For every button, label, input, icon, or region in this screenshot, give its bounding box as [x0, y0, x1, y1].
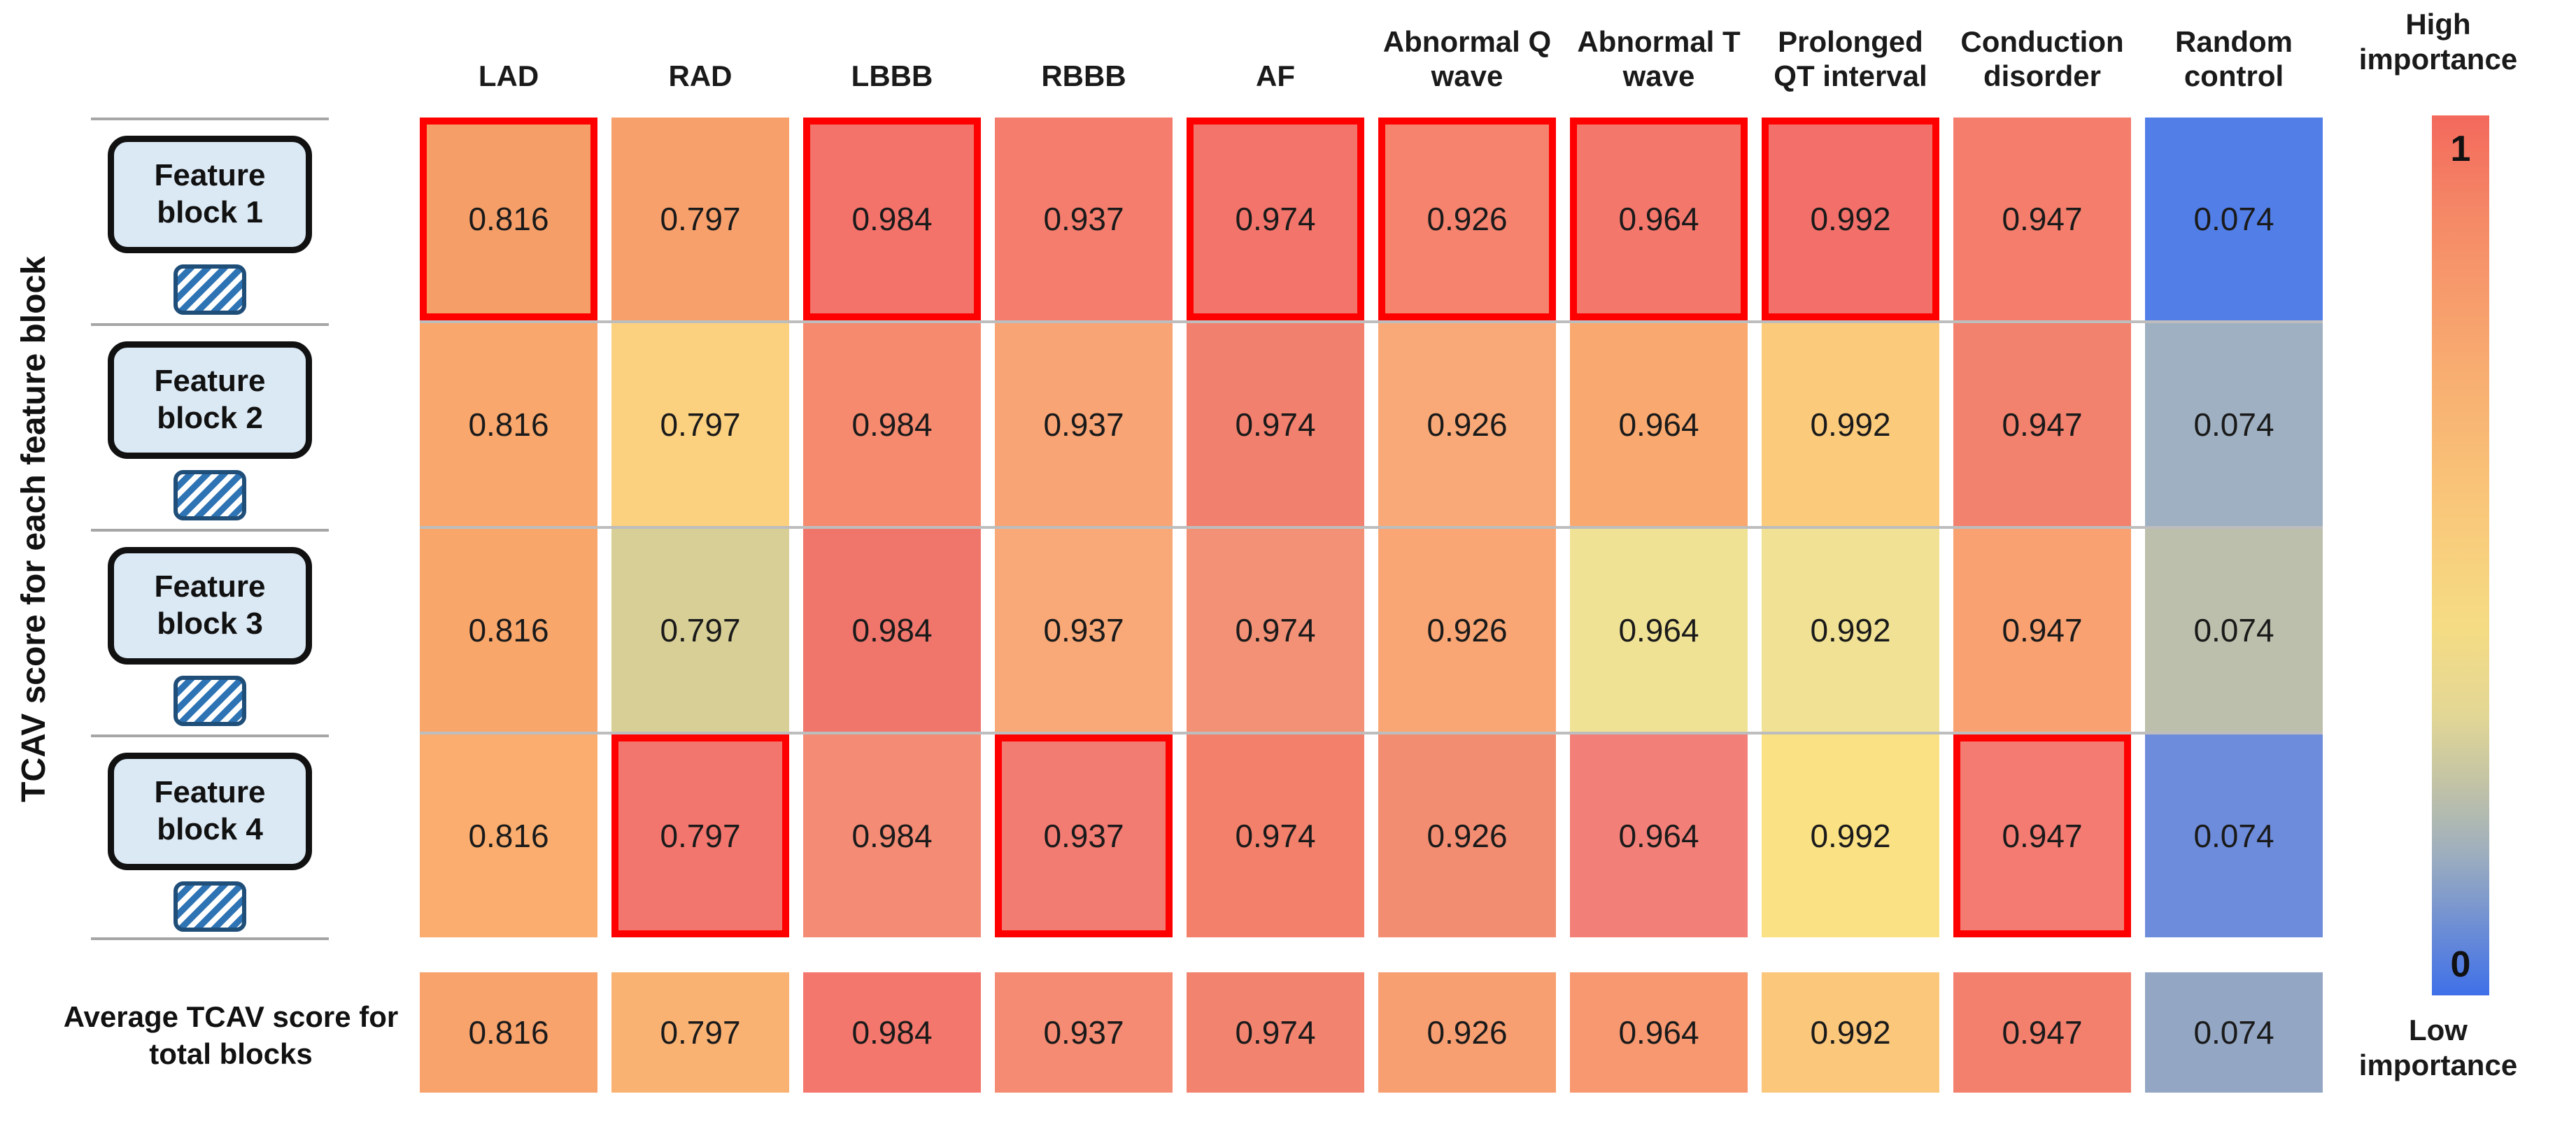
heatmap-cell: 0.964: [1570, 323, 1748, 526]
feature-block-text: Feature block 1: [154, 158, 266, 229]
heatmap-cell: 0.926: [1378, 529, 1556, 732]
heatmap-cell: 0.816: [420, 529, 597, 732]
feature-block-text: Feature block 4: [154, 775, 266, 846]
heatmap-cell: 0.984: [803, 529, 981, 732]
column-header: Abnormal Q wave: [1382, 24, 1552, 93]
average-row-cell: 0.974: [1187, 972, 1364, 1093]
heatmap-cell: 0.992: [1762, 118, 1939, 320]
heatmap-cell: 0.926: [1378, 734, 1556, 937]
average-row-cell: 0.964: [1570, 972, 1748, 1093]
average-row: 0.816 0.797 0.984 0.937 0.974 0.926 0.964 0.992…: [420, 972, 2323, 1093]
row-label-separator: [91, 937, 329, 940]
heatmap-cell: 0.074: [2145, 529, 2323, 732]
feature-block-label: Feature block 3: [91, 529, 329, 732]
heatmap-row: 0.816 0.797 0.984 0.937 0.974 0.926 0.964 0.992…: [420, 734, 2323, 937]
hatch-pattern-icon: [174, 470, 246, 520]
average-row-cell: 0.816: [420, 972, 597, 1093]
heatmap-cell: 0.797: [611, 323, 789, 526]
column-header: RBBB: [1041, 59, 1126, 93]
feature-block-label: Feature block 2: [91, 323, 329, 526]
heatmap-cell: 0.984: [803, 734, 981, 937]
heatmap-cell: 0.947: [1953, 529, 2131, 732]
grid-row-separator: [420, 526, 2323, 529]
heatmap-cell: 0.797: [611, 529, 789, 732]
feature-block-box: Feature block 4: [108, 753, 312, 870]
heatmap-cell: 0.937: [995, 118, 1173, 320]
heatmap-cell: 0.964: [1570, 529, 1748, 732]
column-headers: LAD RAD LBBB RBBB AF Abnormal Q wave Abnormal …: [420, 6, 2323, 98]
heatmap-cell: 0.964: [1570, 734, 1748, 937]
average-row-label: Average TCAV score for total blocks: [63, 1000, 399, 1070]
column-header: Abnormal T wave: [1577, 24, 1741, 93]
heatmap-cell: 0.926: [1378, 118, 1556, 320]
legend-high-label: High importance: [2358, 8, 2518, 76]
colorbar-max-tick: 1: [2450, 129, 2471, 169]
feature-block-box: Feature block 1: [108, 136, 312, 253]
average-row-cell: 0.992: [1762, 972, 1939, 1093]
column-header: AF: [1256, 59, 1295, 93]
heatmap-cell: 0.974: [1187, 734, 1364, 937]
average-row-cell: 0.984: [803, 972, 981, 1093]
heatmap-cell: 0.937: [995, 529, 1173, 732]
heatmap-cell: 0.992: [1762, 734, 1939, 937]
heatmap-cell: 0.974: [1187, 118, 1364, 320]
feature-block-label: Feature block 1: [91, 118, 329, 320]
heatmap-cell: 0.937: [995, 323, 1173, 526]
heatmap-cell: 0.926: [1378, 323, 1556, 526]
heatmap-cell: 0.937: [995, 734, 1173, 937]
grid-row-separator: [420, 732, 2323, 734]
grid-row-separator: [420, 320, 2323, 323]
feature-block-label: Feature block 4: [91, 734, 329, 937]
heatmap-row: 0.816 0.797 0.984 0.937 0.974 0.926 0.964 0.992…: [420, 323, 2323, 526]
average-row-cell: 0.947: [1953, 972, 2131, 1093]
heatmap-cell: 0.974: [1187, 323, 1364, 526]
heatmap-cell: 0.947: [1953, 734, 2131, 937]
feature-block-box: Feature block 2: [108, 341, 312, 459]
heatmap-cell: 0.816: [420, 734, 597, 937]
column-header: Prolonged QT interval: [1774, 24, 1927, 93]
heatmap-row: 0.816 0.797 0.984 0.937 0.974 0.926 0.964 0.992…: [420, 529, 2323, 732]
feature-block-text: Feature block 3: [154, 569, 266, 641]
column-header: LBBB: [851, 59, 933, 93]
average-row-cell: 0.797: [611, 972, 789, 1093]
legend-low-label: Low importance: [2358, 1014, 2518, 1081]
heatmap-cell: 0.947: [1953, 323, 2131, 526]
heatmap-cell: 0.816: [420, 323, 597, 526]
feature-block-text: Feature block 2: [154, 364, 266, 435]
heatmap-cell: 0.974: [1187, 529, 1364, 732]
hatch-pattern-icon: [174, 676, 246, 726]
heatmap-cell: 0.074: [2145, 734, 2323, 937]
heatmap-cell: 0.816: [420, 118, 597, 320]
feature-block-box: Feature block 3: [108, 547, 312, 665]
heatmap-cell: 0.964: [1570, 118, 1748, 320]
heatmap-cell: 0.074: [2145, 323, 2323, 526]
heatmap-cell: 0.992: [1762, 529, 1939, 732]
heatmap-cell: 0.992: [1762, 323, 1939, 526]
column-header: Conduction disorder: [1960, 24, 2124, 93]
average-row-cell: 0.074: [2145, 972, 2323, 1093]
average-row-cell: 0.937: [995, 972, 1173, 1093]
y-axis-label: TCAV score for each feature block: [15, 255, 52, 802]
colorbar: 1 0: [2432, 115, 2489, 995]
heatmap-row: 0.816 0.797 0.984 0.937 0.974 0.926 0.964 0.992…: [420, 118, 2323, 320]
heatmap-cell: 0.074: [2145, 118, 2323, 320]
heatmap-cell: 0.947: [1953, 118, 2131, 320]
column-header: RAD: [668, 59, 733, 93]
heatmap-cell: 0.797: [611, 118, 789, 320]
y-axis-label-wrap: TCAV score for each feature block: [0, 118, 67, 940]
heatmap-cell: 0.984: [803, 118, 981, 320]
colorbar-min-tick: 0: [2450, 944, 2471, 985]
hatch-pattern-icon: [174, 881, 246, 932]
hatch-pattern-icon: [174, 264, 246, 315]
heatmap-cell: 0.984: [803, 323, 981, 526]
column-header: Random control: [2175, 24, 2293, 93]
column-header: LAD: [478, 59, 539, 93]
heatmap-cell: 0.797: [611, 734, 789, 937]
average-row-cell: 0.926: [1378, 972, 1556, 1093]
